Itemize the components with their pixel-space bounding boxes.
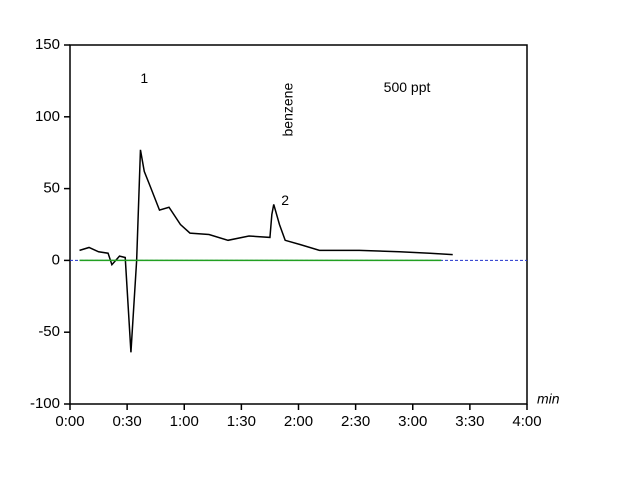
y-tick-label: 0 xyxy=(52,251,60,268)
y-tick-label: 50 xyxy=(43,180,60,197)
x-tick-label: 2:00 xyxy=(284,413,313,430)
x-tick-label: 0:30 xyxy=(113,413,142,430)
x-tick-label: 0:00 xyxy=(55,413,84,430)
x-tick-label: 3:00 xyxy=(398,413,427,430)
y-tick-label: -100 xyxy=(30,395,60,412)
annotation: 2 xyxy=(281,192,289,208)
x-tick-label: 1:00 xyxy=(170,413,199,430)
annotation: 1 xyxy=(140,70,148,86)
x-tick-label: 3:30 xyxy=(455,413,484,430)
x-tick-label: 2:30 xyxy=(341,413,370,430)
x-axis-label: min xyxy=(537,391,560,407)
annotation: 500 ppt xyxy=(384,79,431,95)
x-tick-label: 1:30 xyxy=(227,413,256,430)
y-tick-label: 150 xyxy=(35,36,60,53)
trace-line xyxy=(79,149,453,353)
annotation: benzene xyxy=(280,83,296,137)
y-tick-label: -50 xyxy=(38,323,60,340)
y-tick-label: 100 xyxy=(35,108,60,125)
x-tick-label: 4:00 xyxy=(512,413,541,430)
